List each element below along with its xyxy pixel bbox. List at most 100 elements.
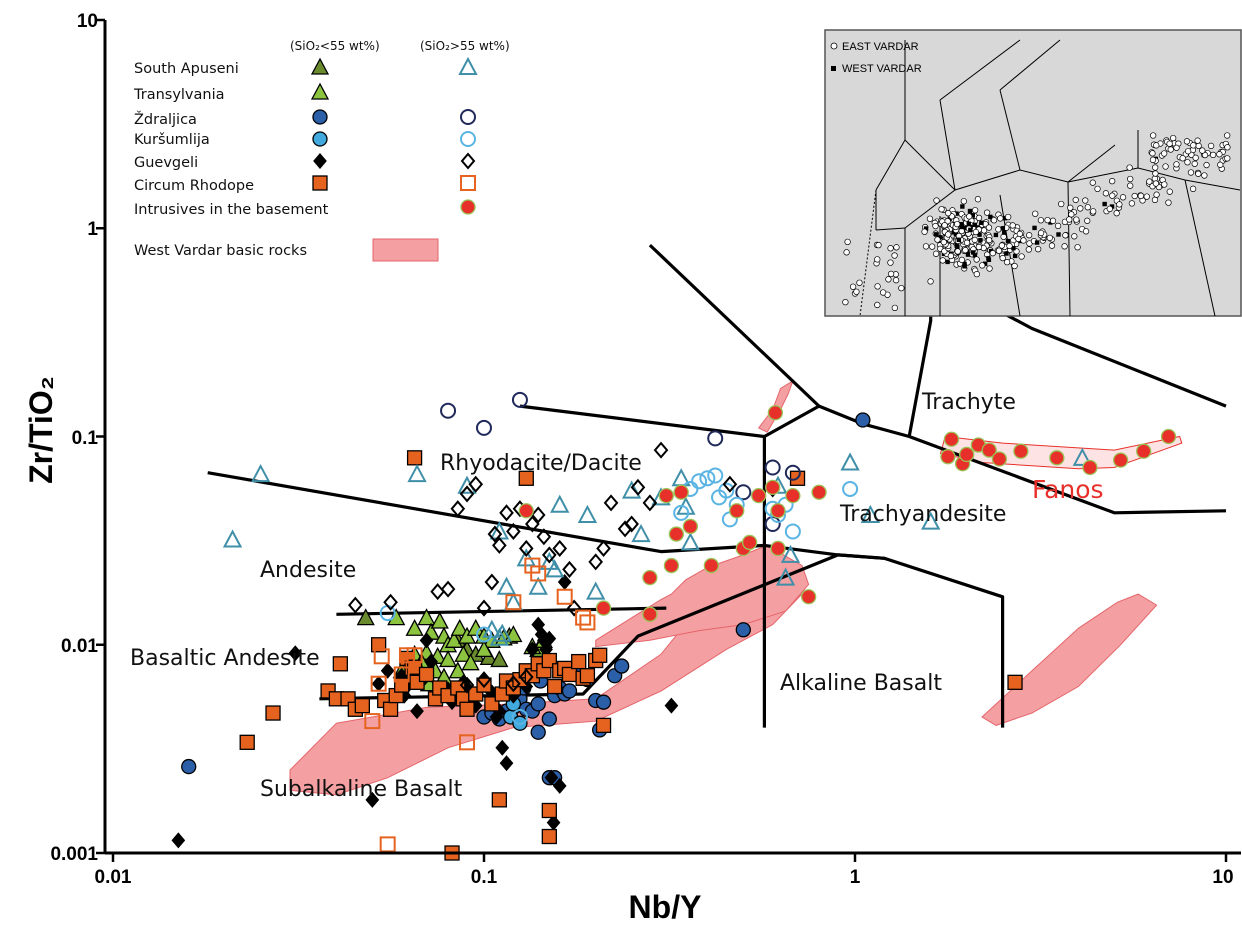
inset-point bbox=[1195, 142, 1202, 150]
inset-point bbox=[982, 261, 988, 266]
inset-point bbox=[1192, 154, 1199, 161]
inset-point bbox=[1184, 159, 1191, 166]
inset-point bbox=[947, 252, 955, 260]
data-point bbox=[707, 430, 724, 447]
inset-point bbox=[892, 277, 900, 284]
inset-point bbox=[995, 247, 1003, 254]
field-label: Trachyte bbox=[921, 390, 1016, 415]
y-tick-label: 0.01 bbox=[61, 636, 98, 657]
data-point bbox=[487, 525, 503, 543]
legend-marker bbox=[458, 56, 478, 75]
inset-point bbox=[1073, 216, 1080, 223]
data-point bbox=[595, 717, 612, 734]
data-point bbox=[770, 503, 786, 519]
inset-point bbox=[966, 213, 973, 220]
inset-point bbox=[1003, 258, 1011, 266]
inset-point bbox=[938, 206, 945, 213]
inset-point bbox=[1046, 234, 1053, 242]
data-point bbox=[518, 470, 534, 486]
field-boundaries bbox=[207, 243, 1227, 728]
field-label: Andesite bbox=[260, 558, 356, 583]
data-point bbox=[943, 431, 960, 447]
inset-point bbox=[1153, 191, 1160, 198]
inset-point bbox=[973, 256, 980, 263]
inset-point bbox=[995, 226, 1002, 233]
data-point bbox=[370, 637, 387, 653]
data-point bbox=[373, 648, 390, 665]
inset-point bbox=[1034, 240, 1040, 245]
data-point bbox=[703, 557, 719, 574]
data-point bbox=[410, 703, 424, 720]
data-point bbox=[528, 576, 548, 595]
inset-point bbox=[1166, 188, 1173, 195]
inset-point bbox=[1061, 243, 1068, 250]
inset-point bbox=[940, 239, 947, 246]
inset-point bbox=[1153, 142, 1160, 149]
legend-marker bbox=[310, 82, 330, 100]
data-point bbox=[495, 739, 510, 756]
inset-point bbox=[945, 259, 950, 265]
inset-point bbox=[874, 256, 881, 263]
data-point bbox=[468, 475, 484, 493]
data-point bbox=[544, 559, 565, 578]
inset-point bbox=[944, 231, 952, 238]
data-point bbox=[921, 511, 941, 530]
inset-point bbox=[1090, 208, 1097, 215]
data-point bbox=[722, 475, 738, 493]
inset-point bbox=[1165, 199, 1172, 206]
inset-point bbox=[1190, 142, 1197, 149]
legend-label: West Vardar basic rocks bbox=[134, 243, 307, 259]
data-point bbox=[459, 734, 476, 751]
data-point bbox=[595, 600, 612, 616]
inset-point bbox=[944, 210, 952, 217]
inset-point bbox=[1020, 237, 1027, 244]
data-point bbox=[780, 544, 801, 563]
data-point bbox=[586, 581, 606, 600]
inset-point bbox=[1026, 232, 1033, 239]
inset-point bbox=[966, 221, 971, 226]
data-point bbox=[440, 402, 457, 419]
inset-point bbox=[986, 265, 993, 272]
legend-marker bbox=[460, 152, 476, 170]
data-point bbox=[718, 482, 735, 499]
inset-point bbox=[887, 245, 894, 252]
inset-point bbox=[1109, 177, 1116, 185]
data-point bbox=[673, 504, 690, 521]
inset-point bbox=[1082, 228, 1090, 235]
data-point bbox=[450, 618, 469, 636]
data-point bbox=[418, 666, 435, 683]
data-point bbox=[518, 539, 534, 557]
field-label: Subalkaline Basalt bbox=[260, 777, 463, 802]
inset-point bbox=[1201, 151, 1209, 159]
data-point bbox=[541, 828, 557, 845]
data-point bbox=[332, 656, 348, 672]
data-point bbox=[642, 494, 658, 512]
inset-point bbox=[1187, 169, 1195, 176]
inset-point bbox=[955, 244, 960, 249]
data-point bbox=[448, 661, 467, 679]
inset-point bbox=[856, 279, 863, 286]
data-point bbox=[499, 755, 514, 772]
data-point bbox=[417, 608, 436, 626]
inset-point bbox=[1009, 222, 1016, 229]
data-point bbox=[642, 606, 658, 622]
inset-points bbox=[842, 132, 1231, 312]
inset-legend-label: EAST VARDAR bbox=[842, 41, 919, 53]
data-point bbox=[624, 515, 639, 533]
data-point bbox=[542, 630, 557, 647]
data-point bbox=[525, 515, 540, 533]
data-point bbox=[476, 419, 492, 436]
inset-point bbox=[979, 220, 984, 225]
inset-point bbox=[1056, 232, 1061, 237]
inset-point bbox=[1152, 170, 1159, 177]
x-tick-label: 1 bbox=[850, 867, 861, 888]
inset-point bbox=[1044, 216, 1051, 224]
inset-point bbox=[1106, 205, 1113, 213]
data-point bbox=[430, 583, 445, 601]
data-point bbox=[476, 671, 492, 689]
data-point bbox=[496, 576, 517, 595]
inset-point bbox=[1209, 151, 1217, 159]
field-boundary bbox=[207, 471, 765, 554]
inset-point bbox=[875, 241, 882, 249]
inset-point bbox=[999, 254, 1006, 262]
